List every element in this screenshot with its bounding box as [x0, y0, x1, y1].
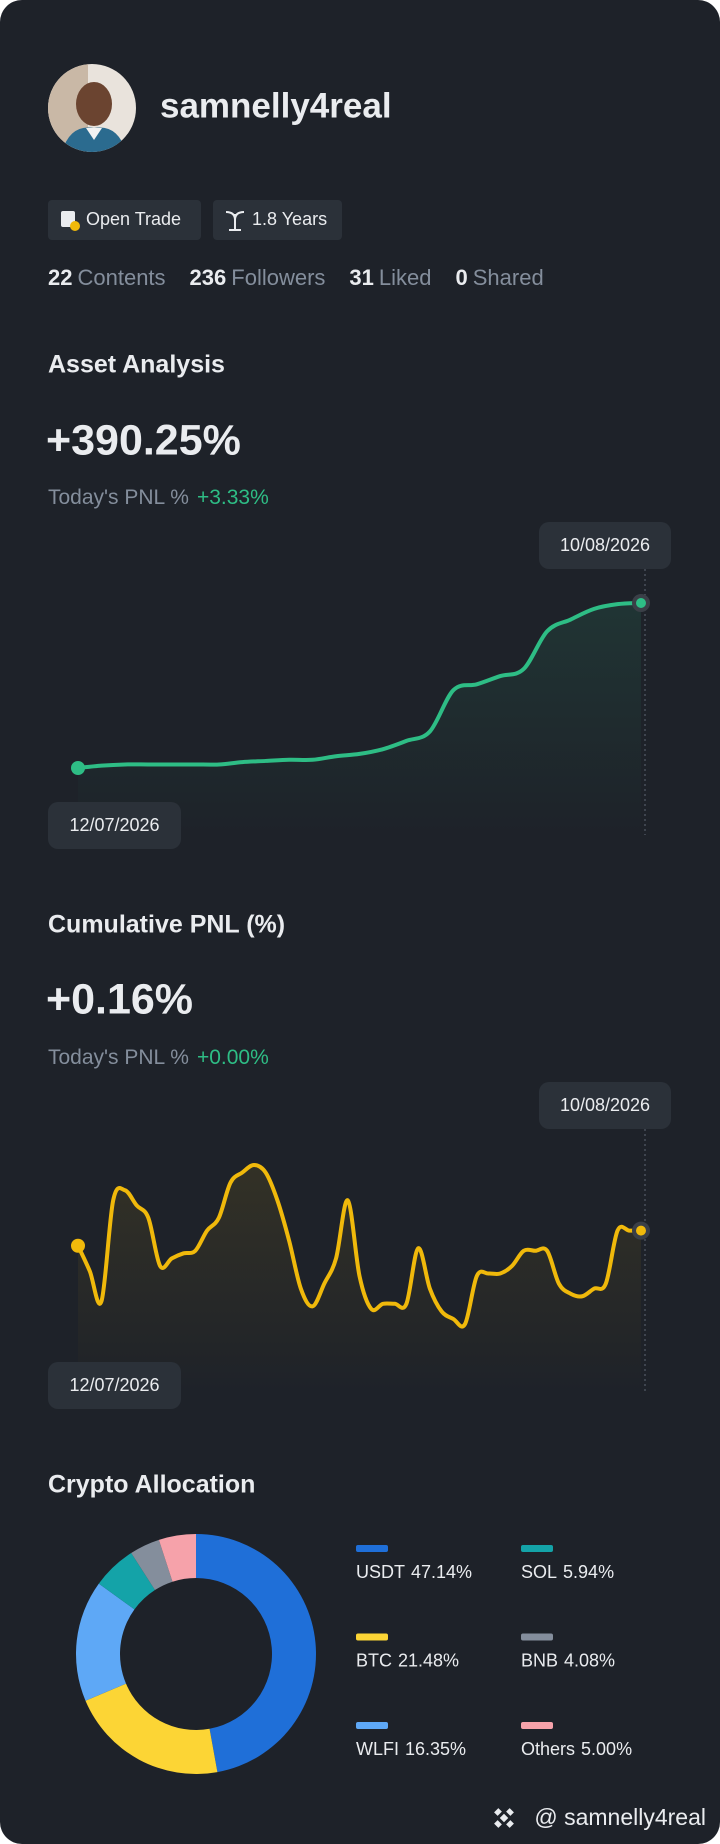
- badge-label: Open Trade: [86, 209, 181, 229]
- pnl-label: Today's PNL %: [48, 486, 189, 509]
- badge: [48, 200, 201, 240]
- stat-label: Contents: [77, 265, 165, 290]
- legend-entry: BNB 4.08%: [521, 1650, 615, 1670]
- legend-swatch: [521, 1545, 553, 1552]
- legend-value: 5.00%: [581, 1739, 632, 1759]
- start-date: 12/07/2026: [69, 815, 159, 835]
- legend-swatch: [521, 1633, 553, 1641]
- legend-label: SOL: [521, 1562, 557, 1582]
- legend-entry: USDT 47.14%: [356, 1562, 472, 1582]
- line-area: [78, 603, 641, 835]
- start-point: [71, 1238, 85, 1253]
- legend-entry: Others 5.00%: [521, 1739, 632, 1759]
- headline-value: +0.16%: [46, 975, 193, 1023]
- legend-swatch: [356, 1633, 388, 1641]
- start-point: [71, 761, 85, 775]
- line: [76, 1163, 643, 1329]
- legend-label: Others: [521, 1739, 575, 1759]
- stat-label: Shared: [473, 265, 544, 290]
- stat-value: 31: [349, 265, 373, 290]
- date-tooltip: [539, 1082, 671, 1129]
- legend-label: BNB: [521, 1650, 558, 1670]
- end-point: [632, 594, 650, 612]
- avatar: [48, 64, 136, 152]
- legend-value: 4.08%: [564, 1650, 615, 1670]
- stat-label: Liked: [379, 265, 432, 290]
- footer-handle: @ samnelly4real: [534, 1804, 706, 1830]
- date-tooltip: [48, 802, 181, 849]
- legend-entry: WLFI 16.35%: [356, 1739, 466, 1759]
- end-date: 10/08/2026: [560, 535, 650, 555]
- badge-icon: [61, 211, 80, 231]
- pnl-line: Today's PNL % +3.33%: [48, 486, 269, 509]
- legend-value: 16.35%: [405, 1739, 466, 1759]
- stat-label: Followers: [231, 265, 325, 290]
- date-tooltip: [48, 1362, 181, 1409]
- username: samnelly4real: [160, 86, 392, 125]
- legend-swatch: [356, 1545, 388, 1552]
- legend-swatch: [356, 1722, 388, 1729]
- section-title: Asset Analysis: [48, 351, 225, 379]
- end-point: [632, 1221, 650, 1240]
- badge-label: 1.8 Years: [252, 209, 327, 229]
- badge-icon: [225, 211, 245, 231]
- badge: [213, 200, 342, 240]
- pnl-label: Today's PNL %: [48, 1046, 189, 1069]
- donut-segment: [131, 1539, 173, 1591]
- donut-segment: [75, 1583, 135, 1701]
- start-date: 12/07/2026: [69, 1375, 159, 1395]
- section-title: Cumulative PNL (%): [48, 911, 285, 939]
- pnl-value: +0.00%: [197, 1046, 269, 1069]
- pnl-value: +3.33%: [197, 486, 269, 509]
- end-date: 10/08/2026: [560, 1095, 650, 1115]
- stat-value: 236: [190, 265, 227, 290]
- legend-value: 47.14%: [411, 1562, 472, 1582]
- headline-value: +390.25%: [46, 416, 241, 464]
- legend-swatch: [521, 1722, 553, 1729]
- stat-value: 22: [48, 265, 72, 290]
- donut-segment: [98, 1553, 155, 1610]
- legend-entry: BTC 21.48%: [356, 1650, 459, 1670]
- donut-segment: [196, 1534, 317, 1773]
- donut-segment: [158, 1534, 196, 1582]
- date-tooltip: [539, 522, 671, 569]
- legend-value: 5.94%: [563, 1562, 614, 1582]
- pnl-line: Today's PNL % +0.00%: [48, 1046, 269, 1069]
- section-title: Crypto Allocation: [48, 1471, 255, 1499]
- stat-value: 0: [455, 265, 467, 290]
- legend-entry: SOL 5.94%: [521, 1562, 614, 1582]
- legend-label: BTC: [356, 1650, 392, 1670]
- legend-value: 21.48%: [398, 1650, 459, 1670]
- stats: 22 Contents 236 Followers 31 Liked 0 Shared: [48, 265, 544, 290]
- legend-label: WLFI: [356, 1739, 399, 1759]
- donut-segment: [85, 1683, 218, 1775]
- line: [76, 601, 643, 770]
- legend-label: USDT: [356, 1562, 405, 1582]
